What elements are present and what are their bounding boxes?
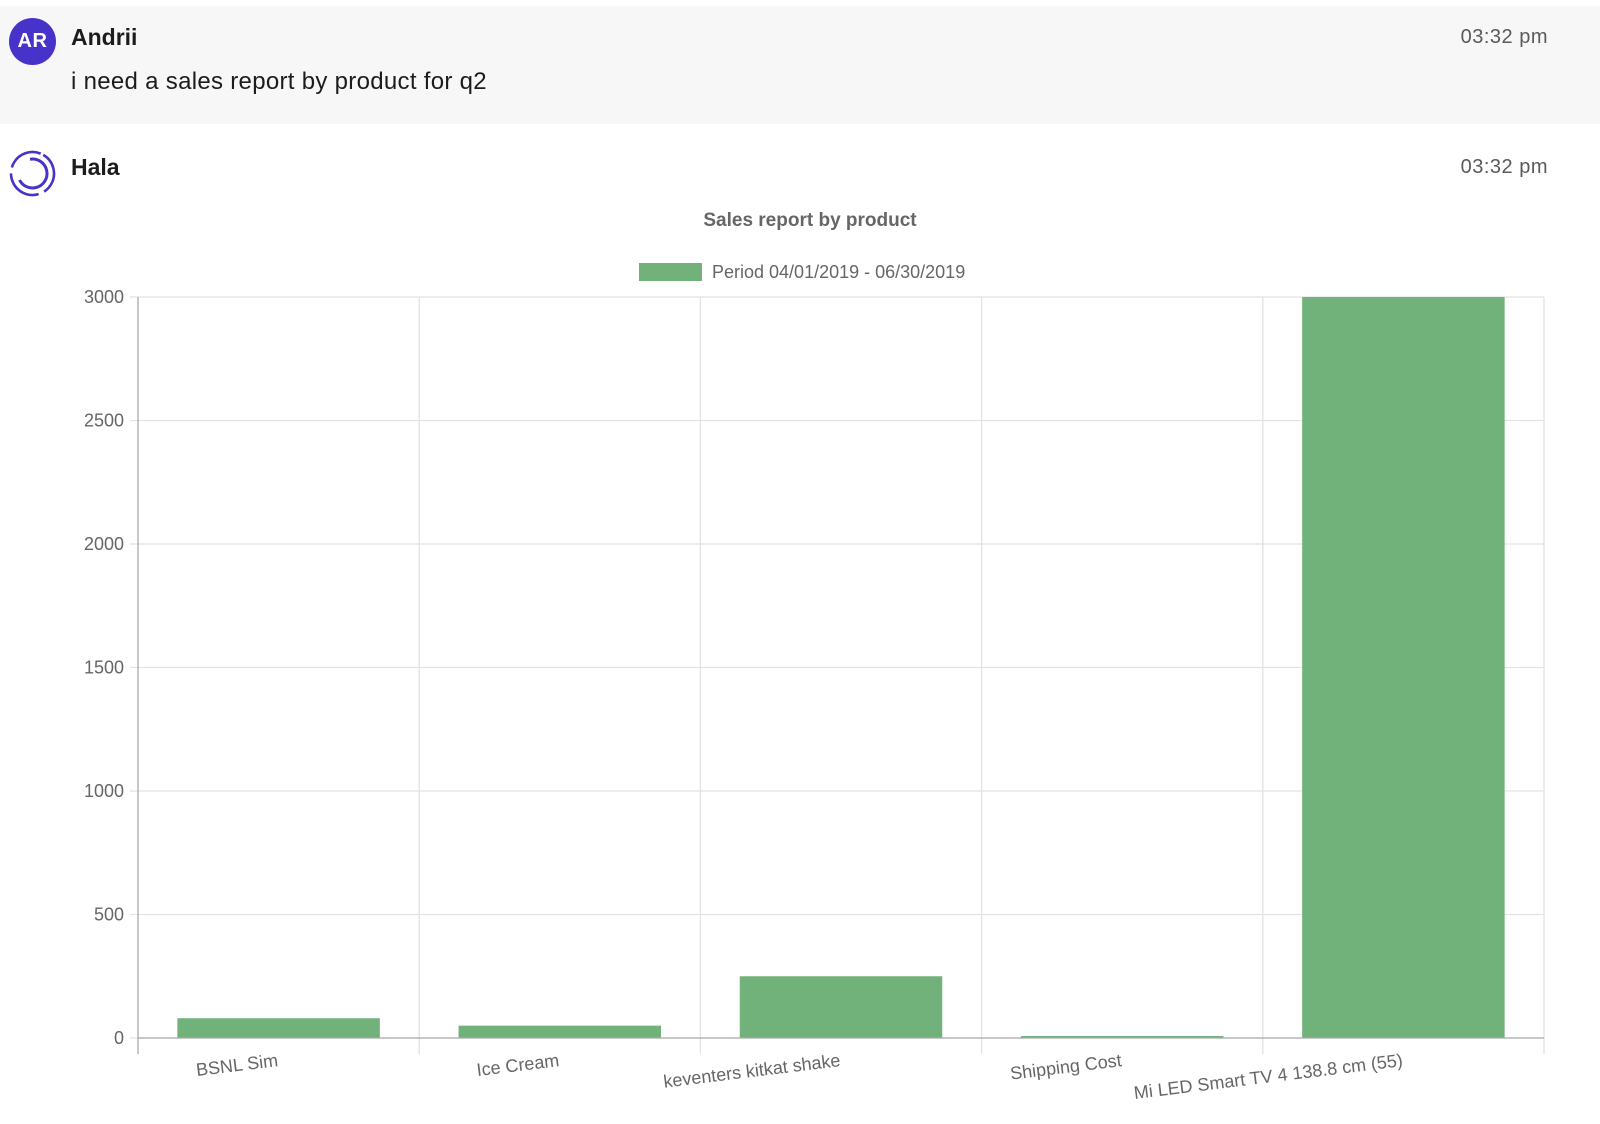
y-tick-label: 3000 <box>84 287 124 307</box>
bar[interactable] <box>1302 297 1505 1038</box>
x-tick-label: Ice Cream <box>475 1050 560 1080</box>
bar[interactable] <box>739 976 943 1038</box>
x-tick-label: Shipping Cost <box>1009 1050 1123 1084</box>
bar[interactable] <box>458 1025 662 1038</box>
message-text: i need a sales report by product for q2 <box>71 68 487 95</box>
sender-name: Hala <box>71 154 120 180</box>
y-tick-label: 1000 <box>84 781 124 801</box>
bot-message: Hala 03:32 pm Sales report by product Pe… <box>0 124 1600 1124</box>
sender-name: Andrii <box>71 24 138 50</box>
x-tick-label: BSNL Sim <box>195 1050 279 1080</box>
y-tick-label: 2000 <box>84 534 124 554</box>
y-tick-label: 0 <box>114 1028 124 1048</box>
message-timestamp: 03:32 pm <box>1460 156 1548 178</box>
x-tick-label: Mi LED Smart TV 4 138.8 cm (55) <box>1133 1050 1404 1103</box>
bars-group <box>177 297 1505 1038</box>
user-avatar[interactable]: AR <box>9 18 56 65</box>
legend-swatch <box>639 263 702 281</box>
hala-logo-icon[interactable] <box>9 150 56 197</box>
y-tick-label: 1500 <box>84 658 124 678</box>
legend-label: Period 04/01/2019 - 06/30/2019 <box>712 262 965 282</box>
y-tick-label: 500 <box>94 905 124 925</box>
x-tick-label: keventers kitkat shake <box>662 1050 841 1092</box>
sales-bar-chart: Sales report by product Period 04/01/201… <box>84 210 1545 1103</box>
chart-legend[interactable]: Period 04/01/2019 - 06/30/2019 <box>639 262 965 282</box>
chart-title: Sales report by product <box>703 210 917 231</box>
x-axis: BSNL Sim Ice Cream keventers kitkat shake S… <box>138 1037 1544 1103</box>
y-axis: 0 500 1000 1500 2000 2500 3000 <box>84 287 124 1048</box>
message-timestamp: 03:32 pm <box>1460 26 1548 48</box>
user-message: AR Andrii 03:32 pm i need a sales report… <box>0 6 1600 124</box>
y-tick-label: 2500 <box>84 411 124 431</box>
bar[interactable] <box>1020 1036 1224 1038</box>
bar[interactable] <box>177 1018 380 1038</box>
